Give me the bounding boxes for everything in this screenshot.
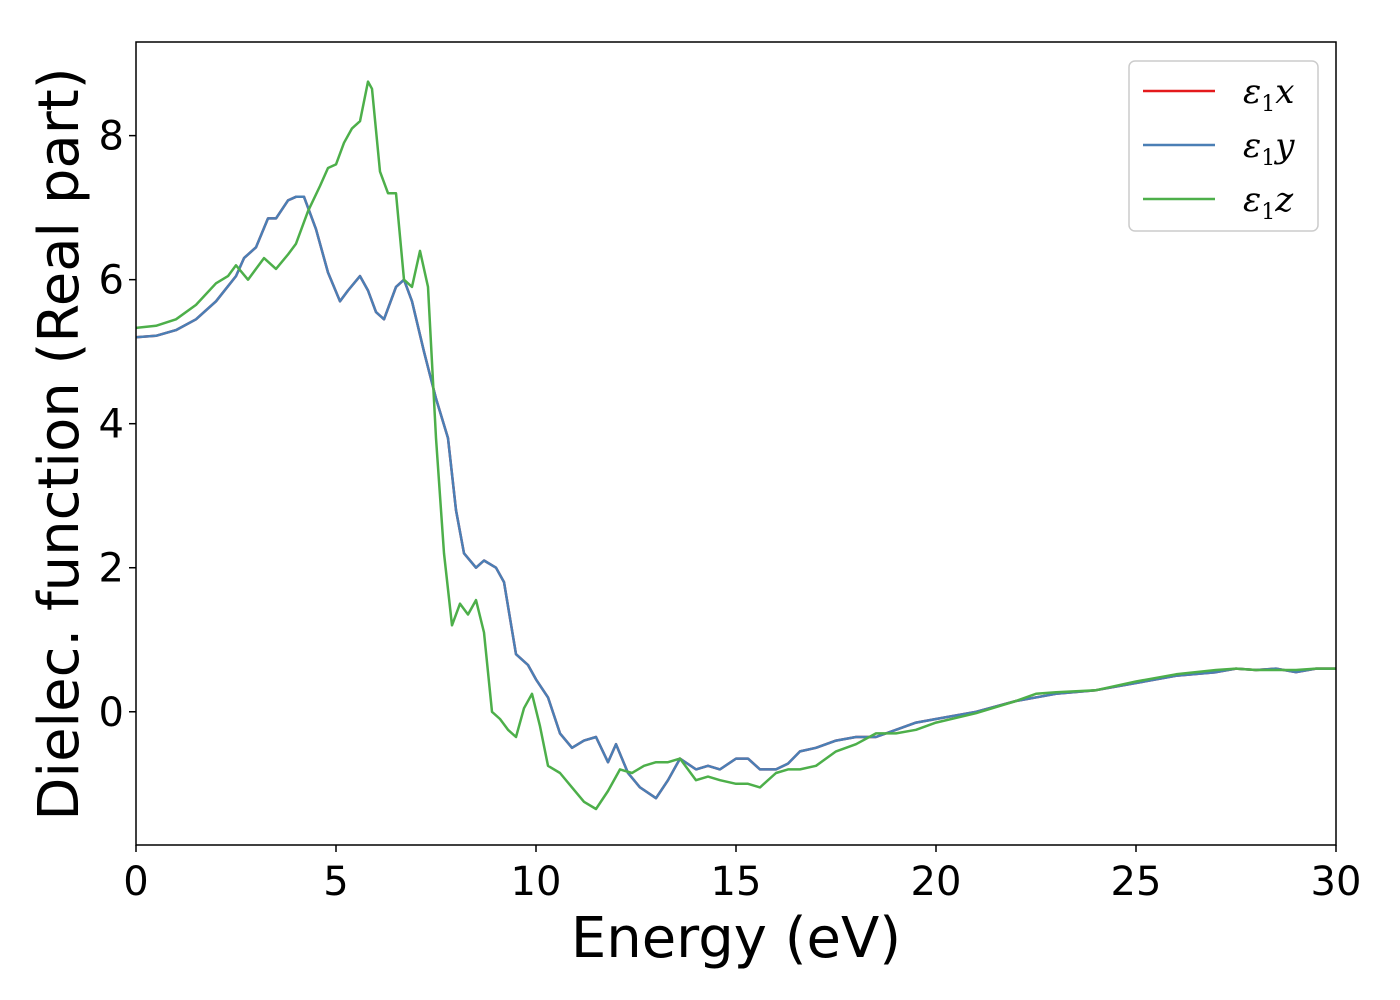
x-tick-label: 20 [911, 859, 962, 905]
y-tick-label: 0 [99, 690, 124, 736]
y-axis-ticks: 0 2 4 6 8 [99, 114, 136, 736]
x-tick-label: 15 [711, 859, 762, 905]
y-tick-label: 6 [99, 258, 124, 304]
series-layer [136, 80, 1336, 811]
legend: ε1x ε1y ε1z [1128, 60, 1319, 232]
legend-box [1128, 60, 1319, 232]
x-axis-title: Energy (eV) [571, 906, 901, 971]
y-tick-label: 4 [99, 402, 124, 448]
series-line-z [136, 80, 1336, 811]
legend-label-y: ε1y [1243, 126, 1295, 171]
x-axis-ticks: 0 5 10 15 20 25 30 [123, 845, 1361, 905]
x-tick-label: 5 [323, 859, 348, 905]
legend-label-x: ε1x [1243, 72, 1294, 117]
x-tick-label: 30 [1311, 859, 1362, 905]
x-tick-label: 25 [1111, 859, 1162, 905]
y-tick-label: 8 [99, 114, 124, 160]
y-axis-title: Dielec. function (Real part) [27, 67, 92, 820]
series-line-y [136, 195, 1336, 800]
legend-label-z: ε1z [1243, 180, 1294, 225]
y-tick-label: 2 [99, 546, 124, 592]
x-tick-label: 0 [123, 859, 148, 905]
x-tick-label: 10 [511, 859, 562, 905]
